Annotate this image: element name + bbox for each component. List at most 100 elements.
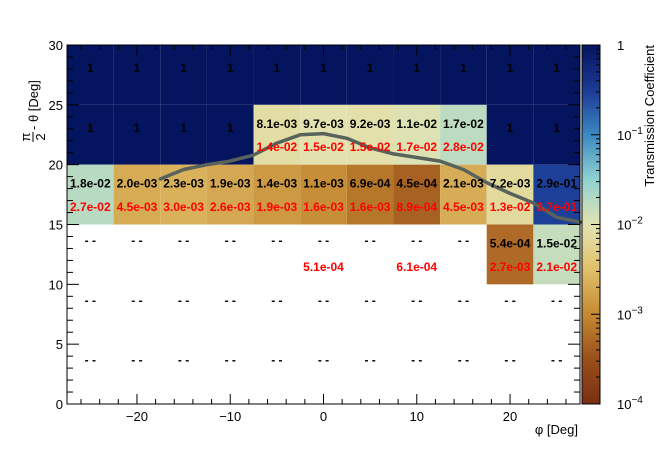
cell-value-label: 8.1e-03	[257, 117, 298, 131]
y-tick-label: 0	[56, 397, 63, 412]
heatmap-cell	[533, 164, 580, 225]
heatmap-cell	[346, 164, 394, 225]
heatmap-cell	[160, 104, 207, 165]
cell-value-label: 1	[87, 121, 94, 135]
cell-value-label: 1.1e-02	[396, 117, 437, 131]
cell-value-label: 2.1e-03	[443, 177, 484, 191]
cell-error-label: 2.7e-03	[490, 260, 531, 274]
cell-value-label: 2.0e-03	[117, 177, 158, 191]
heatmap-cell	[393, 164, 441, 225]
empty-bin-dash: - -	[551, 293, 562, 307]
cell-value-label: 1.4e-03	[257, 177, 298, 191]
cell-value-label: 1	[553, 121, 560, 135]
cell-value-label: 1.7e-02	[443, 117, 484, 131]
empty-bin-dash: - -	[318, 233, 329, 247]
cell-value-label: 6.9e-04	[350, 177, 391, 191]
empty-bin-dash: - -	[551, 353, 562, 367]
empty-bin-dash: - -	[178, 353, 189, 367]
cell-value-label: 1	[180, 121, 187, 135]
cell-value-label: 1	[227, 61, 234, 75]
y-tick-label: 25	[49, 98, 63, 113]
cell-value-label: 1	[413, 61, 420, 75]
heatmap-cell	[67, 104, 114, 165]
empty-bin-dash: - -	[225, 233, 236, 247]
x-tick-label: 10	[410, 409, 424, 424]
heatmap-cell	[440, 164, 487, 225]
heatmap-cell	[253, 164, 301, 225]
empty-bin-dash: - -	[458, 233, 469, 247]
cell-value-label: 1	[87, 61, 94, 75]
heatmap-cell	[346, 45, 394, 105]
cell-error-label: 1.6e-03	[350, 200, 391, 214]
cell-value-label: 7.2e-03	[490, 177, 531, 191]
cell-value-label: 1.5e-02	[536, 236, 577, 250]
empty-bin-dash: - -	[225, 293, 236, 307]
cell-value-label: 1.9e-03	[210, 177, 251, 191]
empty-bin-dash: - -	[364, 353, 375, 367]
cell-value-label: 1	[134, 61, 141, 75]
cell-error-label: 2.7e-02	[70, 200, 111, 214]
heatmap-cell	[533, 104, 580, 165]
cell-value-label: 1	[460, 61, 467, 75]
cell-value-label: 1	[553, 61, 560, 75]
cell-value-label: 4.5e-04	[396, 177, 437, 191]
empty-bin-dash: - -	[364, 293, 375, 307]
empty-bin-dash: - -	[131, 353, 142, 367]
heatmap-cell	[253, 104, 301, 165]
heatmap-cell	[440, 104, 487, 165]
empty-bin-dash: - -	[364, 233, 375, 247]
cell-value-label: 2.3e-03	[163, 177, 204, 191]
cell-value-label: 1	[180, 61, 187, 75]
heatmap-cell	[67, 45, 114, 105]
y-tick-label: 20	[49, 158, 63, 173]
y-axis-title-fraction-denominator: 2	[33, 133, 48, 140]
cell-error-label: 1.3e-02	[490, 200, 531, 214]
cell-value-label: 1	[320, 61, 327, 75]
heatmap-cell	[300, 164, 347, 225]
y-tick-label: 10	[49, 277, 63, 292]
cell-error-label: 3.7e-01	[536, 200, 577, 214]
colorbar-tick-label: 10−3	[617, 305, 643, 322]
cell-value-label: 5.4e-04	[490, 236, 531, 250]
empty-bin-dash: - -	[131, 293, 142, 307]
heatmap-cell	[113, 104, 161, 165]
cell-value-label: 1	[227, 121, 234, 135]
empty-bin-dash: - -	[318, 293, 329, 307]
cell-error-label: 3.0e-03	[163, 200, 204, 214]
cell-error-label: 1.5e-02	[303, 140, 344, 154]
x-tick-label: 20	[503, 409, 517, 424]
y-axis-title-text: - θ [Deg]	[26, 80, 41, 130]
empty-bin-dash: - -	[178, 233, 189, 247]
cell-error-label: 4.5e-03	[443, 200, 484, 214]
y-tick-label: 5	[56, 337, 63, 352]
heatmap-cell	[206, 164, 254, 225]
cell-error-label: 2.1e-02	[536, 260, 577, 274]
horizon-curve	[158, 131, 582, 224]
y-tick-label: 15	[49, 218, 63, 233]
empty-bin-dash: - -	[411, 233, 422, 247]
cell-value-label: 1	[507, 61, 514, 75]
empty-bin-dash: - -	[178, 293, 189, 307]
heatmap-cell	[486, 104, 534, 165]
empty-bin-label: 6.1e-04	[396, 260, 437, 274]
cell-value-label: 1	[134, 121, 141, 135]
cell-error-label: 2.6e-03	[210, 200, 251, 214]
heatmap-cell	[160, 45, 207, 105]
empty-bin-dash: - -	[458, 353, 469, 367]
empty-bin-dash: - -	[504, 293, 515, 307]
cell-error-label: 1.5e-02	[350, 140, 391, 154]
empty-bin-dash: - -	[85, 233, 96, 247]
heatmap-cell	[67, 164, 114, 225]
colorbar-tick-label: 1	[617, 38, 624, 53]
cell-value-label: 1.8e-02	[70, 177, 111, 191]
y-axis-title: π 2 - θ [Deg]	[18, 80, 48, 142]
colorbar-tick-label: 10−1	[617, 126, 643, 143]
empty-bin-dash: - -	[85, 293, 96, 307]
cell-error-label: 1.9e-03	[257, 200, 298, 214]
cell-error-label: 4.5e-03	[117, 200, 158, 214]
cell-value-label: 1	[274, 61, 281, 75]
x-tick-label: −20	[126, 409, 148, 424]
cell-error-label: 8.9e-04	[396, 200, 437, 214]
